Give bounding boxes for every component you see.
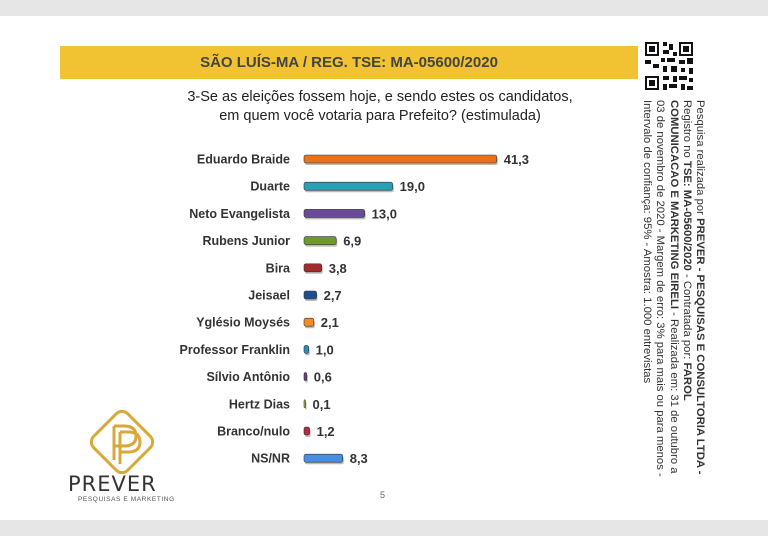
bar — [303, 209, 365, 218]
data-label: 41,3 — [504, 152, 529, 167]
category-label: Rubens Junior — [202, 234, 290, 248]
data-label: 13,0 — [372, 206, 397, 221]
data-label: 1,0 — [316, 342, 334, 357]
bar — [303, 317, 315, 327]
category-label: Bira — [266, 261, 291, 275]
top-edge — [0, 0, 768, 16]
category-label: Sílvio Antônio — [206, 370, 290, 384]
data-label: 6,9 — [343, 234, 361, 249]
data-label: 2,7 — [324, 288, 342, 303]
page-number: 5 — [380, 490, 386, 500]
data-label: 0,6 — [314, 370, 332, 385]
bar — [303, 290, 317, 300]
data-label: 8,3 — [350, 451, 368, 466]
category-label: Jeisael — [248, 289, 290, 303]
data-label: 1,2 — [317, 424, 335, 439]
bar — [303, 372, 308, 381]
question-line-1: 3-Se as eleições fossem hoje, e sendo es… — [187, 89, 573, 105]
category-label: NS/NR — [251, 452, 290, 466]
prever-logo-icon — [89, 409, 155, 475]
category-label: Professor Franklin — [180, 343, 290, 357]
bar — [303, 453, 344, 463]
logo-tagline: PESQUISAS E MARKETING — [78, 496, 175, 503]
data-label: 19,0 — [400, 179, 425, 194]
header-banner: SÃO LUÍS-MA / REG. TSE: MA-05600/2020 — [60, 46, 638, 79]
question-text: 3-Se as eleições fossem hoje, e sendo es… — [150, 88, 610, 126]
category-label: Eduardo Braide — [197, 153, 290, 167]
bar — [303, 236, 337, 245]
bar — [303, 154, 498, 164]
bar — [303, 345, 309, 354]
data-label: 3,8 — [329, 261, 347, 276]
category-label: Duarte — [250, 180, 290, 194]
bar — [303, 399, 306, 409]
category-label: Neto Evangelista — [189, 207, 291, 221]
bar — [303, 181, 393, 191]
data-label: 2,1 — [321, 315, 339, 330]
category-label: Yglésio Moysés — [196, 316, 290, 330]
bottom-edge — [0, 520, 768, 536]
data-label: 0,1 — [313, 397, 331, 412]
survey-registration-note: Pesquisa realizada por PREVER - PESQUISA… — [641, 100, 706, 477]
category-label: Hertz Dias — [229, 397, 290, 411]
bar — [303, 426, 310, 436]
category-label: Branco/nulo — [217, 425, 290, 439]
logo-wordmark: PREVER — [68, 472, 157, 496]
bar — [303, 263, 323, 273]
question-line-2: em quem você votaria para Prefeito? (est… — [219, 108, 541, 124]
header-title: SÃO LUÍS-MA / REG. TSE: MA-05600/2020 — [200, 54, 498, 71]
qr-code-icon — [643, 40, 695, 92]
